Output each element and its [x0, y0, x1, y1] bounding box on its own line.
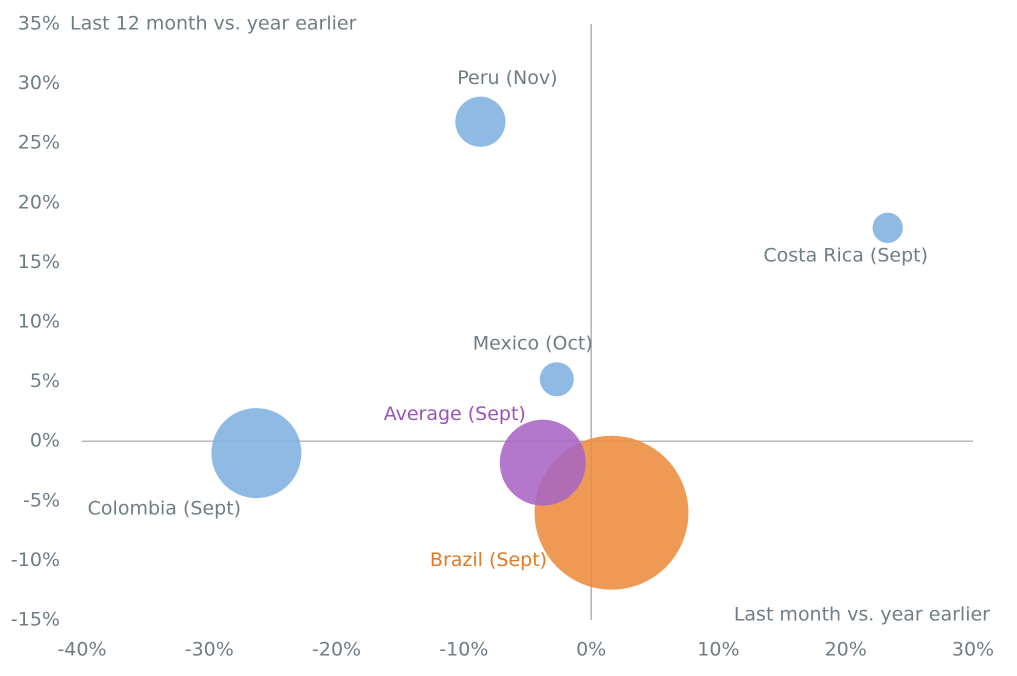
- data-label: Peru (Nov): [457, 67, 557, 89]
- y-tick-label: 5%: [30, 370, 60, 392]
- y-tick-label: 20%: [18, 191, 60, 213]
- y-tick-label: 35%: [18, 13, 60, 35]
- y-tick-label: 10%: [18, 311, 60, 333]
- y-tick-label: -15%: [11, 609, 60, 631]
- bubble: [455, 96, 506, 147]
- x-tick-label: 10%: [697, 639, 739, 661]
- data-label: Mexico (Oct): [473, 333, 593, 355]
- data-label: Brazil (Sept): [430, 549, 547, 571]
- x-axis-label: Last month vs. year earlier: [734, 604, 990, 626]
- y-tick-label: 0%: [30, 430, 60, 452]
- y-tick-label: -10%: [11, 549, 60, 571]
- y-axis-label: Last 12 month vs. year earlier: [70, 13, 357, 35]
- x-tick-label: 30%: [952, 639, 994, 661]
- y-tick-label: -5%: [23, 489, 60, 511]
- x-tick-label: -40%: [57, 639, 106, 661]
- bubble: [499, 419, 586, 506]
- y-tick-label: 15%: [18, 251, 60, 273]
- x-tick-label: -20%: [312, 639, 361, 661]
- bubble: [872, 212, 903, 243]
- x-tick-label: 0%: [576, 639, 606, 661]
- x-tick-label: 20%: [825, 639, 867, 661]
- data-label: Colombia (Sept): [88, 498, 241, 520]
- y-tick-label: 30%: [18, 72, 60, 94]
- data-label: Average (Sept): [384, 403, 526, 425]
- bubble: [211, 408, 302, 499]
- bubble: [539, 362, 574, 397]
- x-tick-label: -10%: [439, 639, 488, 661]
- x-tick-label: -30%: [185, 639, 234, 661]
- y-tick-label: 25%: [18, 132, 60, 154]
- data-label: Costa Rica (Sept): [763, 244, 928, 266]
